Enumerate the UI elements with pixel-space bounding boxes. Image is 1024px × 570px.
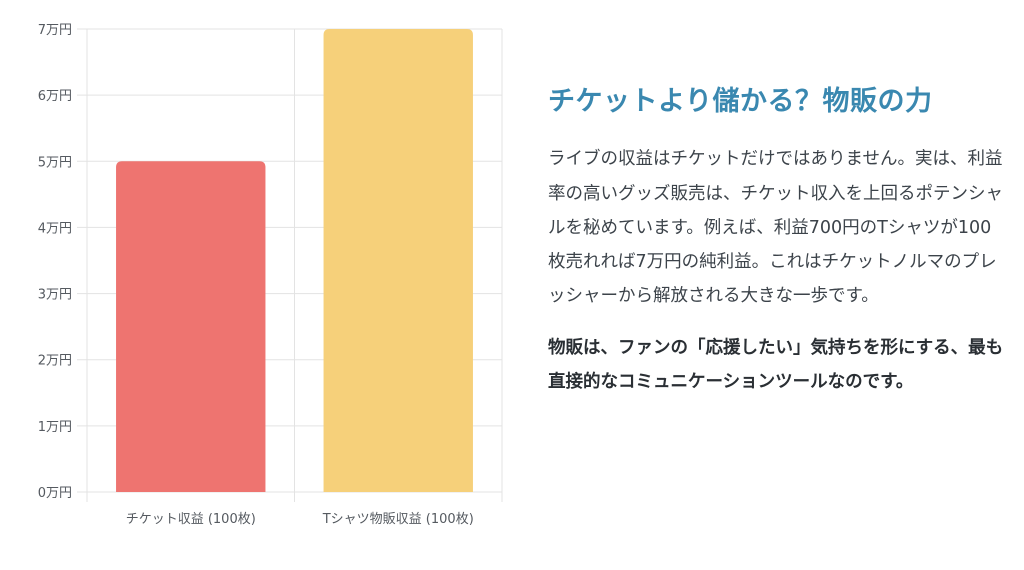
x-category-label: Tシャツ物販収益 (100枚) bbox=[322, 512, 474, 527]
y-tick-label: 4万円 bbox=[38, 221, 72, 236]
y-tick-label: 3万円 bbox=[38, 288, 72, 303]
bar bbox=[323, 29, 473, 492]
y-tick-label: 0万円 bbox=[38, 486, 72, 501]
y-tick-label: 7万円 bbox=[38, 23, 72, 38]
panel-emphasis-text: 物販は、ファンの「応援したい」気持ちを形にする、最も直接的なコミュニケーションツ… bbox=[548, 338, 1004, 393]
y-tick-label: 5万円 bbox=[38, 155, 72, 170]
chart-area: 0万円 1万円 2万円 3万円 4万円 5万円 6万円 7万円チケット収益 (100枚) Tシャ… bbox=[38, 23, 503, 527]
panel-body-text: ライブの収益はチケットだけではありません。実は、利益率の高いグッズ販売は、チケッ… bbox=[548, 149, 1003, 306]
y-tick-label: 2万円 bbox=[38, 354, 72, 369]
y-tick-label: 1万円 bbox=[38, 420, 72, 435]
panel-heading: チケットより儲かる？物販の力 bbox=[548, 86, 933, 117]
bar bbox=[116, 161, 266, 493]
y-tick-label: 6万円 bbox=[38, 89, 72, 104]
text-panel: チケットより儲かる？物販の力 ライブの収益はチケットだけではありません。実は、利… bbox=[548, 86, 1008, 399]
x-category-label: チケット収益 (100枚) bbox=[126, 512, 256, 527]
